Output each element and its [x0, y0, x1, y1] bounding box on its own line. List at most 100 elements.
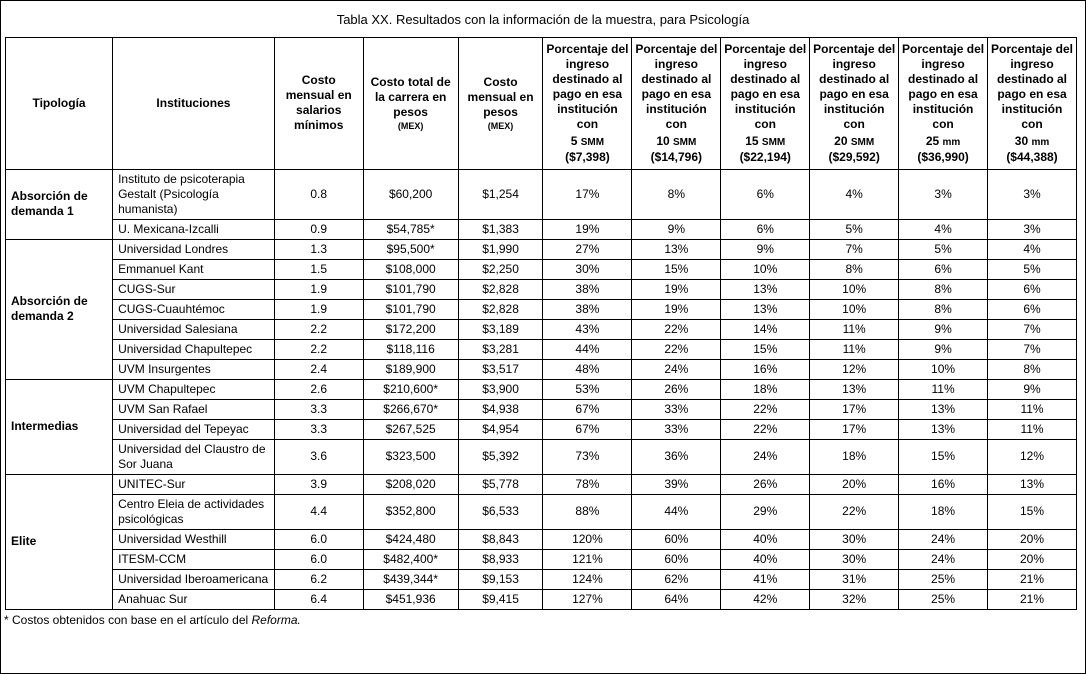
cell-value: 3.9 [273, 473, 364, 495]
column-header: Costo mensual en salarios mínimos [273, 37, 364, 170]
cell-value: 1.5 [273, 258, 364, 280]
cell-value: $6,533 [457, 493, 544, 530]
cell-value: 24% [898, 548, 989, 570]
cell-value: 4% [987, 238, 1077, 260]
cell-value: 22% [631, 318, 722, 340]
cell-value: 2.6 [273, 378, 364, 400]
cell-value: 6.2 [273, 568, 364, 590]
cell-value: 42% [720, 588, 811, 610]
cell-value: $1,990 [457, 238, 544, 260]
cell-value: $189,900 [362, 358, 459, 380]
cell-value: 39% [631, 473, 722, 495]
cell-value: 6.0 [273, 548, 364, 570]
cell-value: 2.4 [273, 358, 364, 380]
cell-value: $9,415 [457, 588, 544, 610]
cell-value: 20% [987, 528, 1077, 550]
column-header-percentage: Porcentaje del ingreso destinado al pago… [898, 37, 989, 170]
cell-value: 15% [631, 258, 722, 280]
cell-tipologia: Intermedias [4, 378, 114, 475]
table-row: Universidad Chapultepec 2.2 $118,116 $3,281… [6, 338, 1077, 360]
cell-value: $54,785* [362, 218, 459, 240]
cell-value: 20% [809, 473, 900, 495]
cell-value: $101,790 [362, 278, 459, 300]
cell-value: 9% [898, 318, 989, 340]
cell-value: 29% [720, 493, 811, 530]
column-header-percentage: Porcentaje del ingreso destinado al pago… [987, 37, 1077, 170]
cell-value: 2.2 [273, 338, 364, 360]
table-row: Universidad Salesiana 2.2 $172,200 $3,189 43… [6, 318, 1077, 340]
cell-value: 30% [809, 528, 900, 550]
table-row: UVM San Rafael 3.3 $266,670* $4,938 67% 33% 22… [6, 398, 1077, 420]
cell-tipologia: Elite [4, 473, 114, 610]
table-row: U. Mexicana-Izcalli 0.9 $54,785* $1,383 19% 9… [6, 218, 1077, 240]
cell-value: 16% [898, 473, 989, 495]
cell-value: $8,843 [457, 528, 544, 550]
cell-value: 13% [631, 238, 722, 260]
cell-value: 17% [542, 168, 633, 220]
cell-value: 18% [720, 378, 811, 400]
cell-value: $352,800 [362, 493, 459, 530]
column-header: Costo mensual en pesos (MEX) [457, 37, 544, 170]
cell-value: 3% [987, 218, 1077, 240]
cell-value: $208,020 [362, 473, 459, 495]
cell-value: 15% [987, 493, 1077, 530]
cell-value: 12% [809, 358, 900, 380]
cell-value: 25% [898, 588, 989, 610]
cell-value: 3.6 [273, 438, 364, 475]
cell-value: 48% [542, 358, 633, 380]
cell-institucion: Instituto de psicoterapia Gestalt (Psico… [112, 168, 275, 220]
cell-value: 1.9 [273, 298, 364, 320]
cell-value: 38% [542, 278, 633, 300]
cell-value: 1.3 [273, 238, 364, 260]
cell-value: 6.4 [273, 588, 364, 610]
cell-value: 33% [631, 398, 722, 420]
cell-value: 24% [898, 528, 989, 550]
table-row: UVM Insurgentes 2.4 $189,900 $3,517 48% 24% 16… [6, 358, 1077, 380]
cell-institucion: Universidad del Claustro de Sor Juana [112, 438, 275, 475]
cell-value: $101,790 [362, 298, 459, 320]
cell-value: $439,344* [362, 568, 459, 590]
cell-value: $4,938 [457, 398, 544, 420]
cell-value: 6% [720, 168, 811, 220]
cell-value: 13% [720, 278, 811, 300]
cell-value: 7% [987, 318, 1077, 340]
header-row: Tipología Instituciones Costo mensual en s… [4, 37, 1077, 170]
cell-value: 26% [720, 473, 811, 495]
column-header: Costo total de la carrera en pesos (MEX) [362, 37, 459, 170]
cell-value: $2,828 [457, 298, 544, 320]
cell-value: 78% [542, 473, 633, 495]
cell-value: $1,254 [457, 168, 544, 220]
cell-value: 32% [809, 588, 900, 610]
cell-value: 22% [631, 338, 722, 360]
cell-value: $267,525 [362, 418, 459, 440]
cell-institucion: U. Mexicana-Izcalli [112, 218, 275, 240]
cell-value: 7% [809, 238, 900, 260]
cell-value: 0.8 [273, 168, 364, 220]
cell-value: $3,517 [457, 358, 544, 380]
cell-value: 13% [898, 398, 989, 420]
cell-value: $482,400* [362, 548, 459, 570]
cell-value: 88% [542, 493, 633, 530]
cell-value: 13% [987, 473, 1077, 495]
cell-value: $266,670* [362, 398, 459, 420]
cell-institucion: Universidad Westhill [112, 528, 275, 550]
cell-value: 64% [631, 588, 722, 610]
cell-value: 5% [987, 258, 1077, 280]
cell-value: 10% [898, 358, 989, 380]
cell-value: 22% [720, 418, 811, 440]
cell-value: 6% [898, 258, 989, 280]
cell-value: 0.9 [273, 218, 364, 240]
cell-value: $3,189 [457, 318, 544, 340]
cell-value: 11% [987, 398, 1077, 420]
column-header-percentage: Porcentaje del ingreso destinado al pago… [809, 37, 900, 170]
footnote-text: * Costos obtenidos con base en el artícu… [4, 612, 252, 627]
table-row: Anahuac Sur 6.4 $451,936 $9,415 127% 64% 42% 32… [6, 588, 1077, 610]
cell-value: 11% [987, 418, 1077, 440]
cell-value: 19% [542, 218, 633, 240]
cell-value: 8% [898, 298, 989, 320]
cell-value: 19% [631, 278, 722, 300]
cell-value: 9% [720, 238, 811, 260]
cell-value: 10% [809, 298, 900, 320]
cell-value: 4% [809, 168, 900, 220]
